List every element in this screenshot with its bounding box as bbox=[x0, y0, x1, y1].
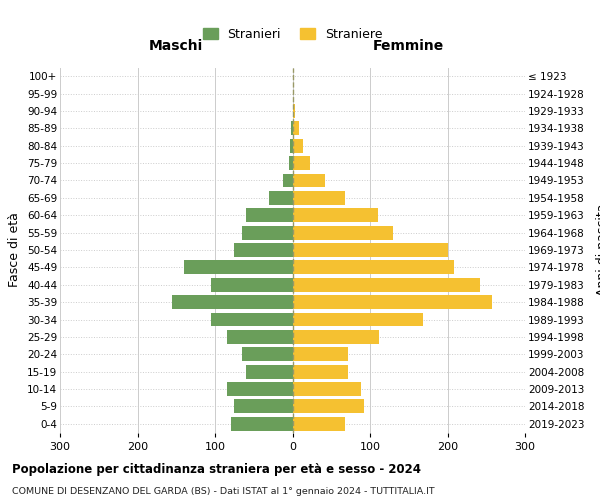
Bar bbox=[293, 364, 348, 378]
Bar bbox=[293, 400, 364, 413]
Bar bbox=[293, 312, 423, 326]
Bar bbox=[293, 295, 493, 309]
Text: COMUNE DI DESENZANO DEL GARDA (BS) - Dati ISTAT al 1° gennaio 2024 - TUTTITALIA.: COMUNE DI DESENZANO DEL GARDA (BS) - Dat… bbox=[12, 487, 434, 496]
Y-axis label: Anni di nascita: Anni di nascita bbox=[596, 204, 600, 296]
Bar bbox=[293, 104, 295, 118]
Bar bbox=[283, 174, 293, 188]
Bar bbox=[289, 156, 293, 170]
Text: Femmine: Femmine bbox=[373, 39, 445, 53]
Text: Popolazione per cittadinanza straniera per età e sesso - 2024: Popolazione per cittadinanza straniera p… bbox=[12, 462, 421, 475]
Bar bbox=[211, 278, 293, 291]
Bar bbox=[184, 260, 293, 274]
Bar bbox=[242, 348, 293, 361]
Bar bbox=[246, 364, 293, 378]
Bar bbox=[293, 417, 345, 431]
Bar bbox=[293, 260, 454, 274]
Bar bbox=[291, 122, 293, 136]
Bar bbox=[172, 295, 293, 309]
Bar bbox=[293, 191, 345, 205]
Bar bbox=[293, 226, 393, 239]
Bar bbox=[242, 226, 293, 239]
Bar bbox=[235, 243, 293, 257]
Bar bbox=[246, 208, 293, 222]
Bar bbox=[227, 330, 293, 344]
Bar bbox=[235, 400, 293, 413]
Legend: Stranieri, Straniere: Stranieri, Straniere bbox=[197, 22, 388, 46]
Bar bbox=[293, 348, 348, 361]
Bar bbox=[293, 278, 480, 291]
Y-axis label: Fasce di età: Fasce di età bbox=[8, 212, 22, 288]
Bar bbox=[293, 330, 379, 344]
Bar bbox=[293, 174, 325, 188]
Bar bbox=[269, 191, 293, 205]
Bar bbox=[293, 139, 304, 152]
Bar bbox=[290, 139, 293, 152]
Text: Maschi: Maschi bbox=[149, 39, 203, 53]
Bar bbox=[293, 156, 310, 170]
Bar bbox=[293, 382, 361, 396]
Bar bbox=[293, 122, 299, 136]
Bar bbox=[211, 312, 293, 326]
Bar bbox=[293, 208, 378, 222]
Bar bbox=[230, 417, 293, 431]
Bar bbox=[293, 243, 448, 257]
Bar bbox=[227, 382, 293, 396]
